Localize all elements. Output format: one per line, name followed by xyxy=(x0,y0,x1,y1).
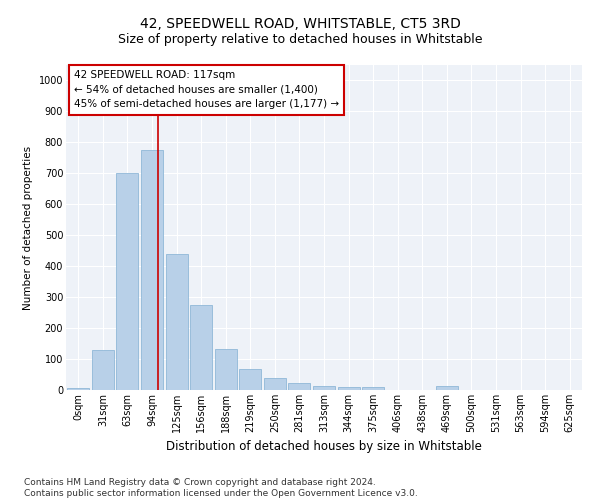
Bar xyxy=(313,386,335,390)
Bar xyxy=(141,150,163,390)
Bar xyxy=(239,369,262,390)
Bar xyxy=(264,378,286,390)
Text: 42 SPEEDWELL ROAD: 117sqm
← 54% of detached houses are smaller (1,400)
45% of se: 42 SPEEDWELL ROAD: 117sqm ← 54% of detac… xyxy=(74,70,339,110)
Bar xyxy=(116,174,139,390)
Y-axis label: Number of detached properties: Number of detached properties xyxy=(23,146,33,310)
Bar xyxy=(190,305,212,390)
X-axis label: Distribution of detached houses by size in Whitstable: Distribution of detached houses by size … xyxy=(166,440,482,454)
Bar xyxy=(92,350,114,390)
Bar xyxy=(166,254,188,390)
Text: Size of property relative to detached houses in Whitstable: Size of property relative to detached ho… xyxy=(118,32,482,46)
Bar xyxy=(215,349,237,390)
Bar xyxy=(362,387,384,390)
Text: 42, SPEEDWELL ROAD, WHITSTABLE, CT5 3RD: 42, SPEEDWELL ROAD, WHITSTABLE, CT5 3RD xyxy=(140,18,460,32)
Bar xyxy=(338,387,359,390)
Bar xyxy=(436,386,458,390)
Bar xyxy=(67,388,89,390)
Text: Contains HM Land Registry data © Crown copyright and database right 2024.
Contai: Contains HM Land Registry data © Crown c… xyxy=(24,478,418,498)
Bar xyxy=(289,383,310,390)
